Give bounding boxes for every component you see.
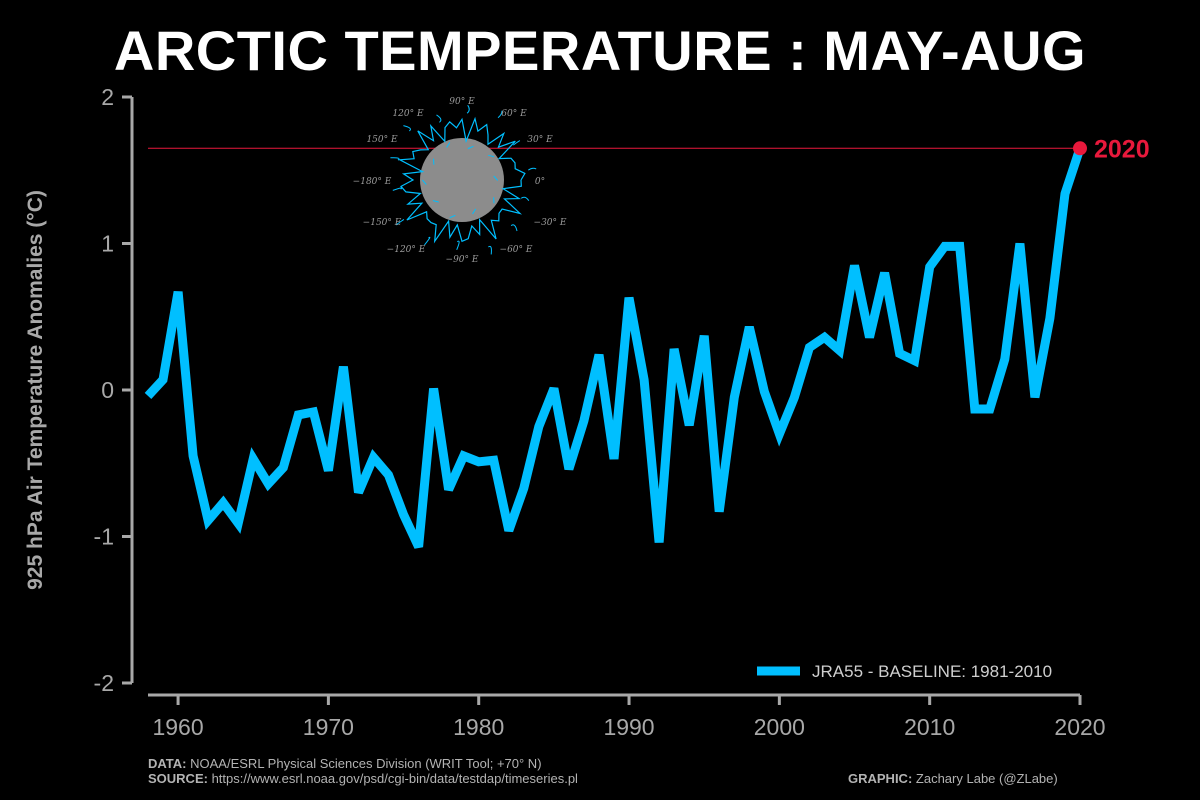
map-island [466,104,470,114]
footer-data: DATA: NOAA/ESRL Physical Sciences Divisi… [148,756,542,771]
map-island [424,236,431,246]
map-longitude-label: −90° E [446,255,479,265]
map-coast-detail [472,208,477,215]
map-island [520,196,530,201]
y-tick-label: -1 [94,524,114,550]
highlight-group: 2020 [1073,135,1150,163]
map-longitude-label: 90° E [449,97,475,107]
map-coast-detail [488,154,495,158]
map-island [510,224,518,232]
highlight-label: 2020 [1094,135,1150,163]
footer-graphic: GRAPHIC: Zachary Labe (@ZLabe) [848,771,1058,786]
map-island [395,219,405,226]
footer-source: SOURCE: https://www.esrl.noaa.gov/psd/cg… [148,771,578,786]
footer-source-label: SOURCE: [148,771,208,786]
map-island [513,140,521,146]
map-island [392,187,403,191]
map-island [456,240,460,250]
footer-data-label: DATA: [148,756,187,771]
series-line [144,146,1085,549]
map-coast-detail [422,179,427,185]
map-longitude-label: 60° E [501,109,527,119]
x-tick-label: 1970 [303,714,354,740]
footer-graphic-label: GRAPHIC: [848,771,913,786]
map-longitude-label: −120° E [387,245,426,255]
map-longitude-label: −180° E [353,177,392,187]
x-tick-label: 2000 [754,714,805,740]
footer-graphic-text: Zachary Labe (@ZLabe) [915,771,1058,786]
map-longitude-label: 120° E [392,109,424,119]
x-tick-label: 2010 [904,714,955,740]
series-group [144,146,1085,549]
map-coast-detail [449,214,456,219]
map-island [390,157,400,161]
footer-source-text: https://www.esrl.noaa.gov/psd/cgi-bin/da… [211,771,578,786]
map-island [497,110,503,119]
map-island [528,167,537,171]
x-tick-label: 1960 [152,714,203,740]
map-longitude-label: 150° E [366,135,398,145]
chart-title: ARCTIC TEMPERATURE : MAY-AUG [113,19,1087,82]
map-longitude-label: −150° E [363,218,402,228]
map-coastline [397,116,526,244]
map-coast-detail [467,145,474,150]
map-coast-detail [493,175,498,181]
map-longitude-label: 30° E [527,135,553,145]
map-longitude-label: −30° E [534,218,567,228]
highlight-point [1073,141,1087,156]
map-island [488,245,492,255]
map-coast-detail [432,200,439,203]
map-island [403,125,411,132]
legend-label: JRA55 - BASELINE: 1981-2010 [812,662,1052,681]
axes: 2 1 0 -1 -2 1960 1970 1980 1990 2000 2010 2020 [94,84,1106,740]
legend: JRA55 - BASELINE: 1981-2010 [757,662,1052,681]
x-tick-label: 2020 [1054,714,1105,740]
y-tick-label: 0 [101,377,114,403]
x-tick-label: 1980 [453,714,504,740]
map-longitude-label: 0° [535,177,545,187]
map-island [436,114,442,123]
map-longitude-label: −60° E [500,245,533,255]
x-tick-label: 1990 [603,714,654,740]
map-ocean-disc [420,138,504,222]
y-tick-label: 1 [101,231,114,257]
map-coast-detail [446,142,451,148]
footer-data-text: NOAA/ESRL Physical Sciences Division (WR… [190,756,542,771]
y-tick-label: -2 [94,670,114,696]
inset-map: 90° E 120° E 60° E 150° E 30° E −180° E 0° −150… [353,97,567,265]
y-tick-label: 2 [101,84,114,110]
